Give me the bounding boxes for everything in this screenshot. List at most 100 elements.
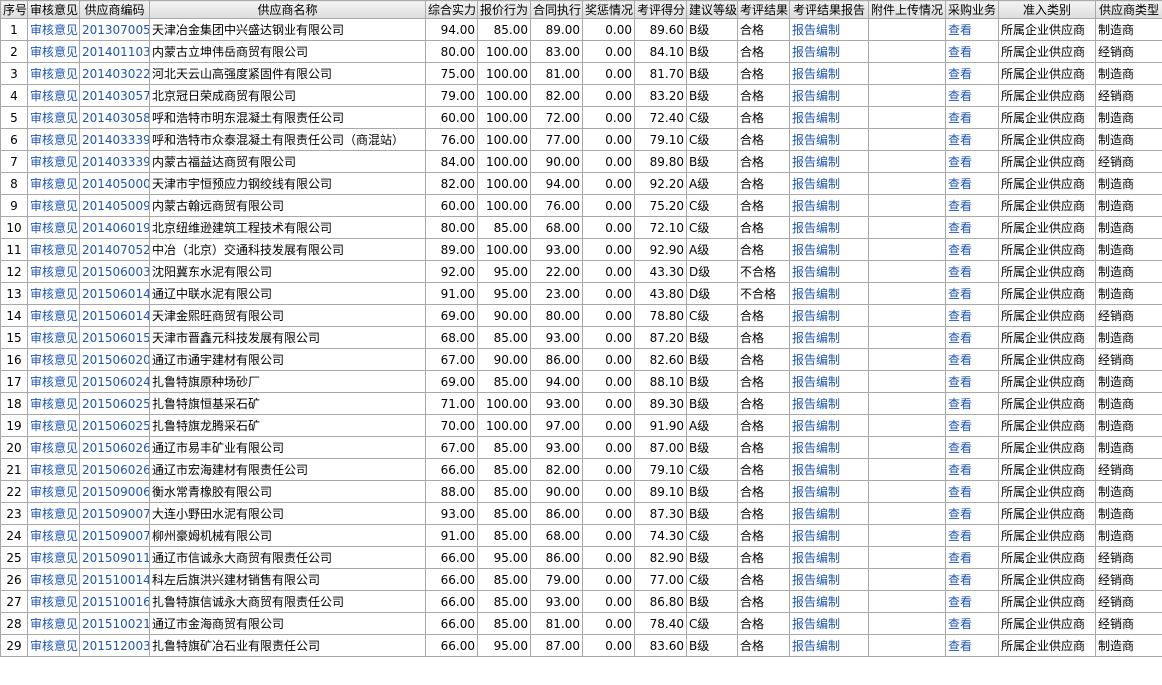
link-cell[interactable]: 20151200324 (79, 634, 150, 657)
link-cell[interactable]: 报告编制 (789, 612, 869, 635)
link-cell[interactable]: 20150901152 (79, 546, 150, 569)
link-cell[interactable]: 审核意见 (27, 106, 80, 129)
link-cell[interactable]: 审核意见 (27, 216, 80, 239)
link-cell[interactable]: 20140500083 (79, 172, 150, 195)
link-cell[interactable]: 20150601427 (79, 282, 150, 305)
link-cell[interactable]: 报告编制 (789, 414, 869, 437)
link-cell[interactable]: 报告编制 (789, 260, 869, 283)
link-cell[interactable]: 20140500924 (79, 194, 150, 217)
link-cell[interactable]: 20150602442 (79, 370, 150, 393)
link-cell[interactable]: 审核意见 (27, 150, 80, 173)
link-cell[interactable]: 20140110389 (79, 40, 150, 63)
link-cell[interactable]: 查看 (945, 612, 999, 635)
link-cell[interactable]: 审核意见 (27, 128, 80, 151)
link-cell[interactable]: 报告编制 (789, 282, 869, 305)
link-cell[interactable]: 20140333976 (79, 128, 150, 151)
link-cell[interactable]: 20150601564 (79, 326, 150, 349)
link-cell[interactable]: 审核意见 (27, 546, 80, 569)
link-cell[interactable]: 查看 (945, 84, 999, 107)
link-cell[interactable]: 20151001471 (79, 568, 150, 591)
link-cell[interactable]: 审核意见 (27, 172, 80, 195)
link-cell[interactable]: 报告编制 (789, 370, 869, 393)
link-cell[interactable]: 查看 (945, 502, 999, 525)
link-cell[interactable]: 查看 (945, 18, 999, 41)
link-cell[interactable]: 报告编制 (789, 590, 869, 613)
link-cell[interactable]: 20140705223 (79, 238, 150, 261)
link-cell[interactable]: 20150602657 (79, 458, 150, 481)
link-cell[interactable]: 查看 (945, 348, 999, 371)
link-cell[interactable]: 查看 (945, 458, 999, 481)
link-cell[interactable]: 审核意见 (27, 348, 80, 371)
link-cell[interactable]: 查看 (945, 304, 999, 327)
link-cell[interactable]: 报告编制 (789, 634, 869, 657)
link-cell[interactable]: 报告编制 (789, 150, 869, 173)
link-cell[interactable]: 查看 (945, 436, 999, 459)
link-cell[interactable]: 审核意见 (27, 18, 80, 41)
link-cell[interactable]: 报告编制 (789, 326, 869, 349)
link-cell[interactable]: 查看 (945, 62, 999, 85)
link-cell[interactable]: 查看 (945, 128, 999, 151)
link-cell[interactable]: 查看 (945, 524, 999, 547)
link-cell[interactable]: 审核意见 (27, 260, 80, 283)
link-cell[interactable]: 20150900792 (79, 524, 150, 547)
link-cell[interactable]: 20140305716 (79, 84, 150, 107)
link-cell[interactable]: 审核意见 (27, 282, 80, 305)
link-cell[interactable]: 报告编制 (789, 546, 869, 569)
link-cell[interactable]: 20140302272 (79, 62, 150, 85)
link-cell[interactable]: 查看 (945, 282, 999, 305)
link-cell[interactable]: 20151002157 (79, 612, 150, 635)
link-cell[interactable]: 审核意见 (27, 238, 80, 261)
link-cell[interactable]: 20150900639 (79, 480, 150, 503)
link-cell[interactable]: 审核意见 (27, 634, 80, 657)
link-cell[interactable]: 查看 (945, 370, 999, 393)
link-cell[interactable]: 报告编制 (789, 458, 869, 481)
link-cell[interactable]: 查看 (945, 216, 999, 239)
link-cell[interactable]: 20150602530 (79, 414, 150, 437)
link-cell[interactable]: 查看 (945, 150, 999, 173)
link-cell[interactable]: 报告编制 (789, 392, 869, 415)
link-cell[interactable]: 20150602519 (79, 392, 150, 415)
link-cell[interactable]: 审核意见 (27, 502, 80, 525)
link-cell[interactable]: 查看 (945, 634, 999, 657)
link-cell[interactable]: 审核意见 (27, 414, 80, 437)
link-cell[interactable]: 报告编制 (789, 62, 869, 85)
link-cell[interactable]: 报告编制 (789, 568, 869, 591)
link-cell[interactable]: 20150602030 (79, 348, 150, 371)
link-cell[interactable]: 审核意见 (27, 436, 80, 459)
link-cell[interactable]: 20150602656 (79, 436, 150, 459)
link-cell[interactable]: 查看 (945, 392, 999, 415)
link-cell[interactable]: 审核意见 (27, 40, 80, 63)
link-cell[interactable]: 审核意见 (27, 612, 80, 635)
link-cell[interactable]: 查看 (945, 40, 999, 63)
link-cell[interactable]: 审核意见 (27, 62, 80, 85)
link-cell[interactable]: 报告编制 (789, 348, 869, 371)
link-cell[interactable]: 报告编制 (789, 480, 869, 503)
link-cell[interactable]: 审核意见 (27, 304, 80, 327)
link-cell[interactable]: 查看 (945, 238, 999, 261)
link-cell[interactable]: 报告编制 (789, 524, 869, 547)
link-cell[interactable]: 报告编制 (789, 304, 869, 327)
link-cell[interactable]: 查看 (945, 590, 999, 613)
link-cell[interactable]: 审核意见 (27, 524, 80, 547)
link-cell[interactable]: 审核意见 (27, 568, 80, 591)
link-cell[interactable]: 报告编制 (789, 502, 869, 525)
link-cell[interactable]: 20140305846 (79, 106, 150, 129)
link-cell[interactable]: 查看 (945, 326, 999, 349)
link-cell[interactable]: 报告编制 (789, 216, 869, 239)
link-cell[interactable]: 审核意见 (27, 458, 80, 481)
link-cell[interactable]: 20150600374 (79, 260, 150, 283)
link-cell[interactable]: 报告编制 (789, 18, 869, 41)
link-cell[interactable]: 审核意见 (27, 84, 80, 107)
link-cell[interactable]: 20140333994 (79, 150, 150, 173)
link-cell[interactable]: 报告编制 (789, 194, 869, 217)
link-cell[interactable]: 查看 (945, 414, 999, 437)
link-cell[interactable]: 20130700582 (79, 18, 150, 41)
link-cell[interactable]: 查看 (945, 172, 999, 195)
link-cell[interactable]: 审核意见 (27, 590, 80, 613)
link-cell[interactable]: 20140601926 (79, 216, 150, 239)
link-cell[interactable]: 审核意见 (27, 326, 80, 349)
link-cell[interactable]: 审核意见 (27, 370, 80, 393)
link-cell[interactable]: 报告编制 (789, 172, 869, 195)
link-cell[interactable]: 审核意见 (27, 392, 80, 415)
link-cell[interactable]: 报告编制 (789, 436, 869, 459)
